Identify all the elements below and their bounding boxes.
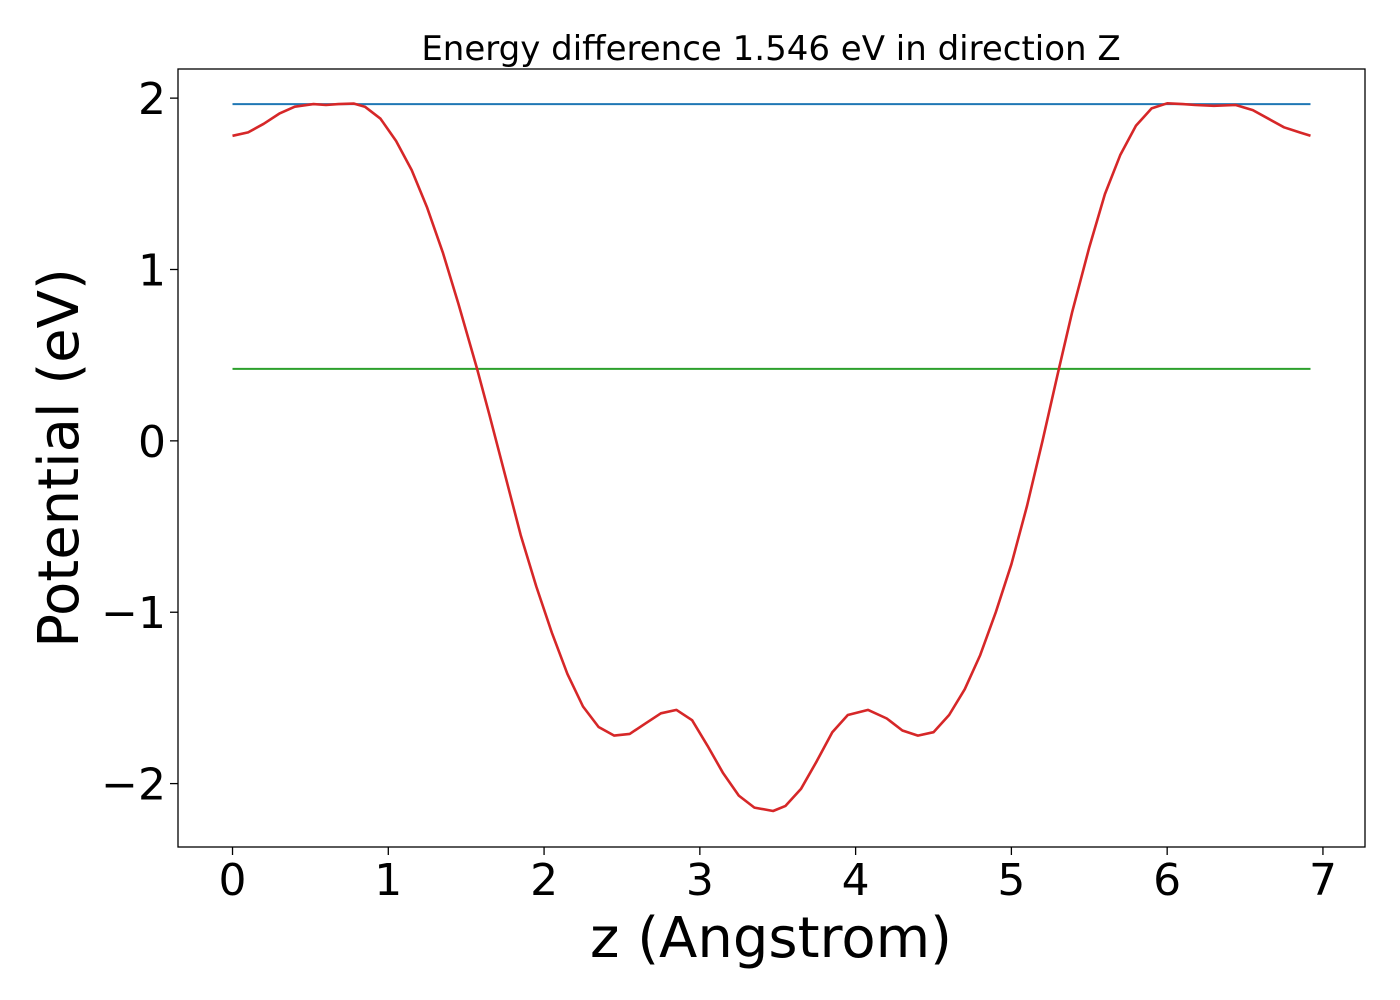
x-axis-ticks: 0 1 2 3 4 5 6 7 bbox=[219, 847, 1337, 906]
y-tick-label: 0 bbox=[138, 417, 166, 468]
x-tick-label: 6 bbox=[1153, 855, 1181, 906]
x-axis-label: z (Angstrom) bbox=[590, 906, 952, 971]
x-tick-label: 7 bbox=[1309, 855, 1337, 906]
x-tick-label: 3 bbox=[686, 855, 714, 906]
y-axis-label: Potential (eV) bbox=[27, 268, 92, 648]
chart-title: Energy difference 1.546 eV in direction … bbox=[421, 29, 1120, 69]
y-axis-ticks: 2 1 0 −1 −2 bbox=[101, 74, 178, 811]
x-tick-label: 0 bbox=[219, 855, 247, 906]
x-tick-label: 4 bbox=[842, 855, 870, 906]
plot-frame bbox=[177, 68, 1366, 848]
plot-lines bbox=[232, 102, 1311, 813]
x-tick-label: 5 bbox=[997, 855, 1025, 906]
y-tick-label: 1 bbox=[138, 245, 166, 296]
x-tick-label: 1 bbox=[374, 855, 402, 906]
y-tick-label: −1 bbox=[101, 588, 166, 639]
series-line-2 bbox=[232, 102, 1311, 813]
x-tick-label: 2 bbox=[530, 855, 558, 906]
y-tick-label: 2 bbox=[138, 74, 166, 125]
y-tick-label: −2 bbox=[101, 760, 166, 811]
